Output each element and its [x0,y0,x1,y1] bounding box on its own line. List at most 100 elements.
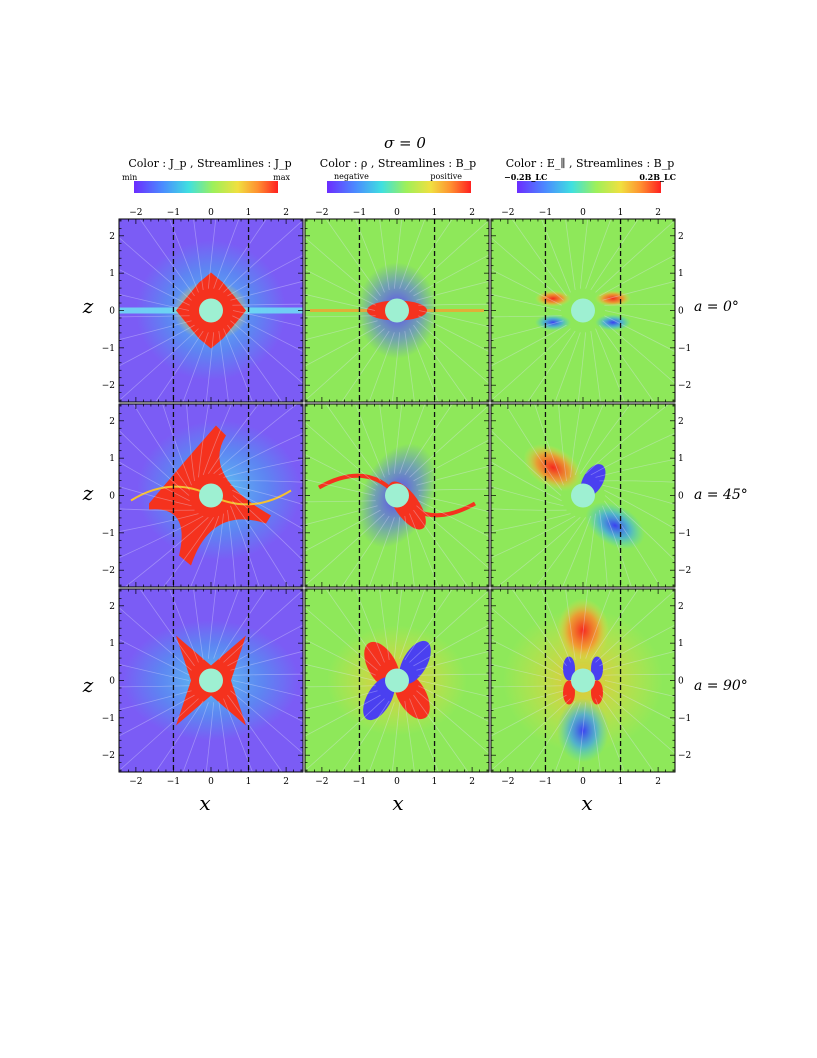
panel-row1-col2 [305,219,489,402]
left-tick-label: 1 [109,639,115,649]
colorbar-neg-label: −0.2B_LC [504,172,547,182]
panel-row2-col1 [119,404,303,587]
left-tick-label: 2 [109,602,115,612]
panel-row3-col3 [491,589,675,772]
top-tick-label: 1 [246,208,252,218]
right-tick-label: 0 [678,677,684,687]
right-tick-label: −2 [678,751,691,761]
bottom-tick-label: 0 [208,777,214,787]
top-tick-label: 1 [618,208,624,218]
right-tick-label: −1 [678,714,691,724]
top-tick-label: −1 [539,208,552,218]
right-tick-label: 0 [678,307,684,317]
bottom-tick-label: 0 [580,777,586,787]
x-axis-label-col-2: x [392,791,403,815]
top-tick-label: 0 [580,208,586,218]
top-tick-label: −2 [129,208,142,218]
neutron-star-disk [571,298,595,323]
column-header-charge: Color : ρ , Streamlines : B_p [320,157,476,170]
right-tick-label: −1 [678,529,691,539]
bottom-tick-label: 1 [432,777,438,787]
panel-ticks [119,589,303,772]
panel-ticks [305,589,489,772]
neutron-star-disk [199,483,223,508]
panel-ticks [119,404,303,587]
bottom-tick-label: 1 [618,777,624,787]
bottom-tick-label: 2 [655,777,661,787]
panel-row2-col2 [305,404,489,587]
bottom-tick-label: 2 [469,777,475,787]
column-header-efield: Color : E_∥ , Streamlines : B_p [506,157,675,170]
neutron-star-disk [385,668,409,693]
top-tick-label: −1 [353,208,366,218]
left-tick-label: −2 [102,566,115,576]
column-header-current: Color : J_p , Streamlines : J_p [128,157,291,170]
row-label-a90: a = 90° [694,678,748,694]
right-tick-label: −1 [678,344,691,354]
bottom-tick-label: −2 [315,777,328,787]
colorbar-charge: negative positive [327,172,471,193]
top-tick-label: −2 [501,208,514,218]
panel-row1-col1 [119,219,303,402]
panel-row3-col2 [305,589,489,772]
left-tick-label: 0 [109,492,115,502]
right-tick-label: 2 [678,602,684,612]
colorbar-pos-label: 0.2B_LC [639,172,676,182]
row-label-a45: a = 45° [694,487,748,503]
top-tick-label: 2 [655,208,661,218]
bottom-tick-label: −2 [501,777,514,787]
bottom-tick-label: −2 [129,777,142,787]
panel-ticks [305,404,489,587]
colorbar-min-label: min [122,173,137,182]
z-axis-label-row-3: z [82,673,94,697]
right-tick-label: 1 [678,639,684,649]
left-tick-label: −2 [102,381,115,391]
colorbar-current: min max [122,173,290,193]
panel-row2-col3 [491,404,675,587]
right-tick-label: 2 [678,232,684,242]
panel-ticks [119,219,303,402]
panel-ticks [491,404,675,587]
top-tick-label: −2 [315,208,328,218]
left-tick-label: −1 [102,714,115,724]
left-tick-label: 1 [109,269,115,279]
left-tick-label: 2 [109,417,115,427]
bottom-tick-label: 2 [283,777,289,787]
bottom-tick-label: 0 [394,777,400,787]
bottom-tick-label: 1 [246,777,252,787]
bottom-tick-label: −1 [353,777,366,787]
colorbar-positive-label: positive [430,172,462,181]
row-label-a0: a = 0° [694,299,739,315]
left-tick-label: −1 [102,529,115,539]
colorbar-negative-label: negative [334,172,369,181]
right-tick-label: 0 [678,492,684,502]
bottom-tick-label: −1 [539,777,552,787]
panel-ticks [491,219,675,402]
figure-title: σ = 0 [384,134,426,152]
top-tick-label: 0 [208,208,214,218]
top-tick-label: 0 [394,208,400,218]
right-tick-label: −2 [678,566,691,576]
x-axis-label-col-3: x [581,791,592,815]
right-tick-label: 1 [678,269,684,279]
neutron-star-disk [571,483,595,508]
left-tick-label: 0 [109,307,115,317]
neutron-star-disk [571,668,595,693]
top-tick-label: 1 [432,208,438,218]
right-tick-label: 1 [678,454,684,464]
panel-row1-col3 [491,219,675,402]
colorbar-max-label: max [273,173,290,182]
left-tick-label: 0 [109,677,115,687]
colorbar-efield: −0.2B_LC 0.2B_LC [504,172,676,193]
neutron-star-disk [199,298,223,323]
bottom-tick-label: −1 [167,777,180,787]
right-tick-label: 2 [678,417,684,427]
left-tick-label: −1 [102,344,115,354]
left-tick-label: −2 [102,751,115,761]
z-axis-label-row-1: z [82,294,94,318]
panel-ticks [491,589,675,772]
left-tick-label: 1 [109,454,115,464]
neutron-star-disk [385,483,409,508]
top-tick-label: 2 [283,208,289,218]
